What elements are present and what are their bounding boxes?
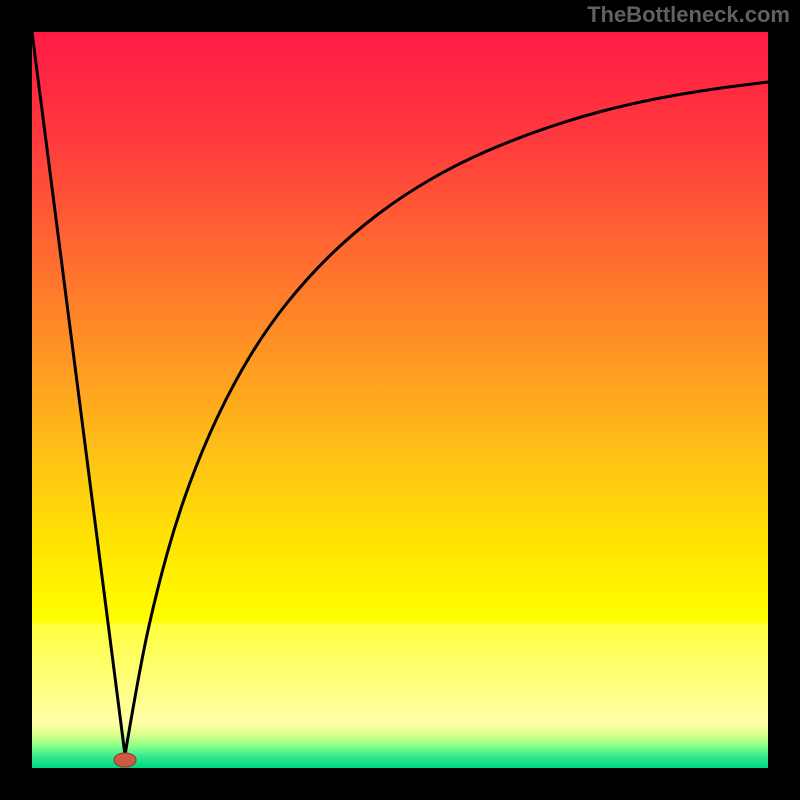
watermark-text: TheBottleneck.com [587,2,790,28]
chart-svg [32,32,768,768]
chart-container: TheBottleneck.com [0,0,800,800]
optimal-marker [114,753,136,767]
plot-area [32,32,768,768]
